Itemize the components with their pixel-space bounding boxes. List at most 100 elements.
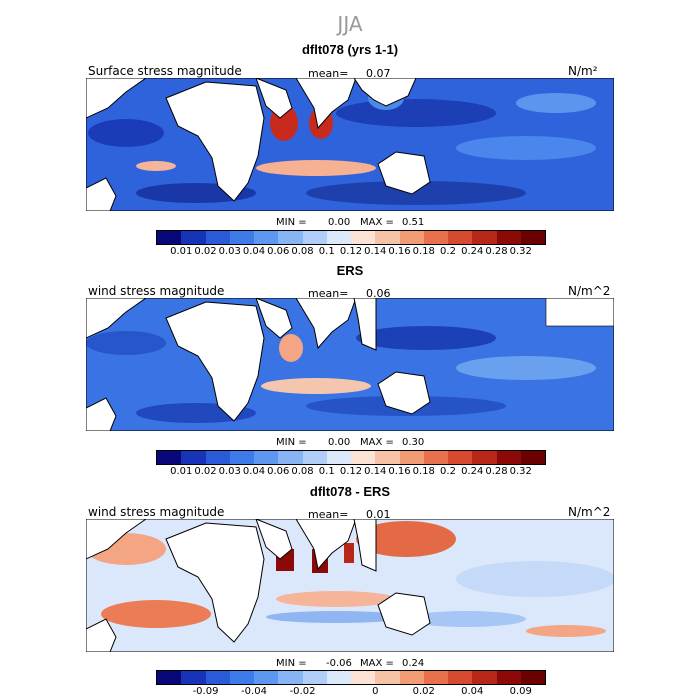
colorbar-tick-label: 0.32 [509, 466, 532, 477]
colorbar-swatch [496, 451, 521, 464]
colorbar-swatch [229, 231, 254, 244]
colorbar-swatch [254, 231, 279, 244]
colorbar-swatch [157, 671, 182, 684]
colorbar-swatch [423, 671, 448, 684]
colorbar-swatch [472, 451, 497, 464]
colorbar-tick-label: 0.03 [218, 466, 241, 477]
colorbar-tick-label: 0.24 [461, 246, 484, 257]
colorbar-swatch [302, 231, 327, 244]
colorbar-swatch [423, 231, 448, 244]
colorbar-tick-label: 0.28 [485, 246, 508, 257]
colorbar-tick-label: 0.02 [412, 686, 435, 697]
panel-1-colorbar [156, 230, 546, 245]
panel-3-units: N/m^2 [568, 505, 611, 519]
panel-1-min-value: 0.00 [328, 217, 351, 228]
colorbar-swatch [399, 671, 424, 684]
colorbar-swatch [254, 451, 279, 464]
colorbar-tick-label: 0.01 [170, 466, 193, 477]
colorbar-tick-label: 0.12 [339, 246, 363, 257]
panel-3-min-label: MIN = [276, 658, 307, 669]
colorbar-swatch [254, 671, 279, 684]
colorbar-tick-label: 0.06 [267, 246, 290, 257]
panel-3-mean-label: mean= [308, 508, 349, 521]
colorbar-tick-label: 0.04 [242, 466, 266, 477]
colorbar-swatch [399, 451, 424, 464]
panel-1-field-label: Surface stress magnitude [88, 64, 242, 78]
panel-3-mean-value: 0.01 [366, 508, 391, 521]
colorbar-tick-label: 0.03 [218, 246, 241, 257]
panel-2-min-label: MIN = [276, 437, 307, 448]
colorbar-swatch [351, 231, 376, 244]
colorbar-swatch [326, 671, 351, 684]
colorbar-swatch [278, 231, 303, 244]
colorbar-swatch [205, 231, 230, 244]
panel-1-max-value: 0.51 [402, 217, 425, 228]
colorbar-swatch [181, 671, 206, 684]
panel-2-min-value: 0.00 [328, 437, 351, 448]
colorbar-tick-label: 0.18 [412, 246, 435, 257]
colorbar-tick-label: 0.01 [170, 246, 193, 257]
colorbar-swatch [229, 671, 254, 684]
colorbar-swatch [205, 671, 230, 684]
panel-1-units: N/m² [568, 64, 598, 78]
colorbar-tick-label: 0.12 [339, 466, 363, 477]
colorbar-swatch [520, 451, 545, 464]
colorbar-tick-label: 0.1 [318, 466, 335, 477]
colorbar-swatch [520, 231, 545, 244]
panel-3-colorbar [156, 670, 546, 685]
colorbar-tick-label: 0.1 [318, 246, 335, 257]
colorbar-tick-label: 0.14 [364, 246, 387, 257]
panel-3-map [86, 519, 614, 652]
colorbar-swatch [278, 451, 303, 464]
colorbar-swatch [302, 451, 327, 464]
colorbar-swatch [472, 671, 497, 684]
colorbar-swatch [326, 451, 351, 464]
panel-1-title: dflt078 (yrs 1-1) [301, 42, 399, 57]
panel-2-mean-value: 0.06 [366, 287, 391, 300]
colorbar-tick-label: 0.2 [440, 466, 456, 477]
colorbar-tick-label: 0.04 [461, 686, 484, 697]
colorbar-tick-label: 0.09 [509, 686, 532, 697]
colorbar-swatch [448, 231, 473, 244]
colorbar-swatch [181, 451, 206, 464]
panel-1-mean-label: mean= [308, 67, 349, 80]
colorbar-swatch [205, 451, 230, 464]
colorbar-swatch [229, 451, 254, 464]
colorbar-tick-label: 0.28 [485, 466, 508, 477]
colorbar-swatch [399, 231, 424, 244]
colorbar-swatch [157, 451, 182, 464]
colorbar-tick-label: 0.02 [194, 246, 217, 257]
panel-2-colorbar [156, 450, 546, 465]
colorbar-swatch [375, 671, 400, 684]
colorbar-swatch [496, 671, 521, 684]
colorbar-tick-label: 0.18 [412, 466, 435, 477]
colorbar-tick-label: 0.24 [461, 466, 484, 477]
panel-3-max-label: MAX = [360, 658, 394, 669]
colorbar-tick-label: -0.09 [192, 686, 219, 697]
panel-2-map [86, 298, 614, 431]
panel-1-min-label: MIN = [276, 217, 307, 228]
colorbar-swatch [496, 231, 521, 244]
colorbar-tick-label: 0.08 [291, 246, 314, 257]
colorbar-tick-label: 0.04 [242, 246, 266, 257]
colorbar-tick-label: -0.04 [241, 686, 267, 697]
colorbar-tick-label: 0.14 [364, 466, 387, 477]
season-title: JJA [337, 12, 363, 36]
colorbar-tick-label: 0.06 [267, 466, 290, 477]
panel-2-field-label: wind stress magnitude [88, 284, 225, 298]
colorbar-swatch [278, 671, 303, 684]
colorbar-swatch [181, 231, 206, 244]
panel-3-title: dflt078 - ERS [309, 484, 391, 499]
colorbar-tick-label: 0.32 [509, 246, 532, 257]
colorbar-swatch [520, 671, 545, 684]
panel-2-max-label: MAX = [360, 437, 394, 448]
colorbar-tick-label: 0.2 [440, 246, 456, 257]
panel-3-max-value: 0.24 [402, 658, 425, 669]
panel-2-mean-label: mean= [308, 287, 349, 300]
colorbar-swatch [448, 451, 473, 464]
panel-2-title: ERS [336, 263, 364, 278]
panel-3-field-label: wind stress magnitude [88, 505, 225, 519]
panel-3-min-value: -0.06 [326, 658, 352, 669]
colorbar-swatch [375, 451, 400, 464]
